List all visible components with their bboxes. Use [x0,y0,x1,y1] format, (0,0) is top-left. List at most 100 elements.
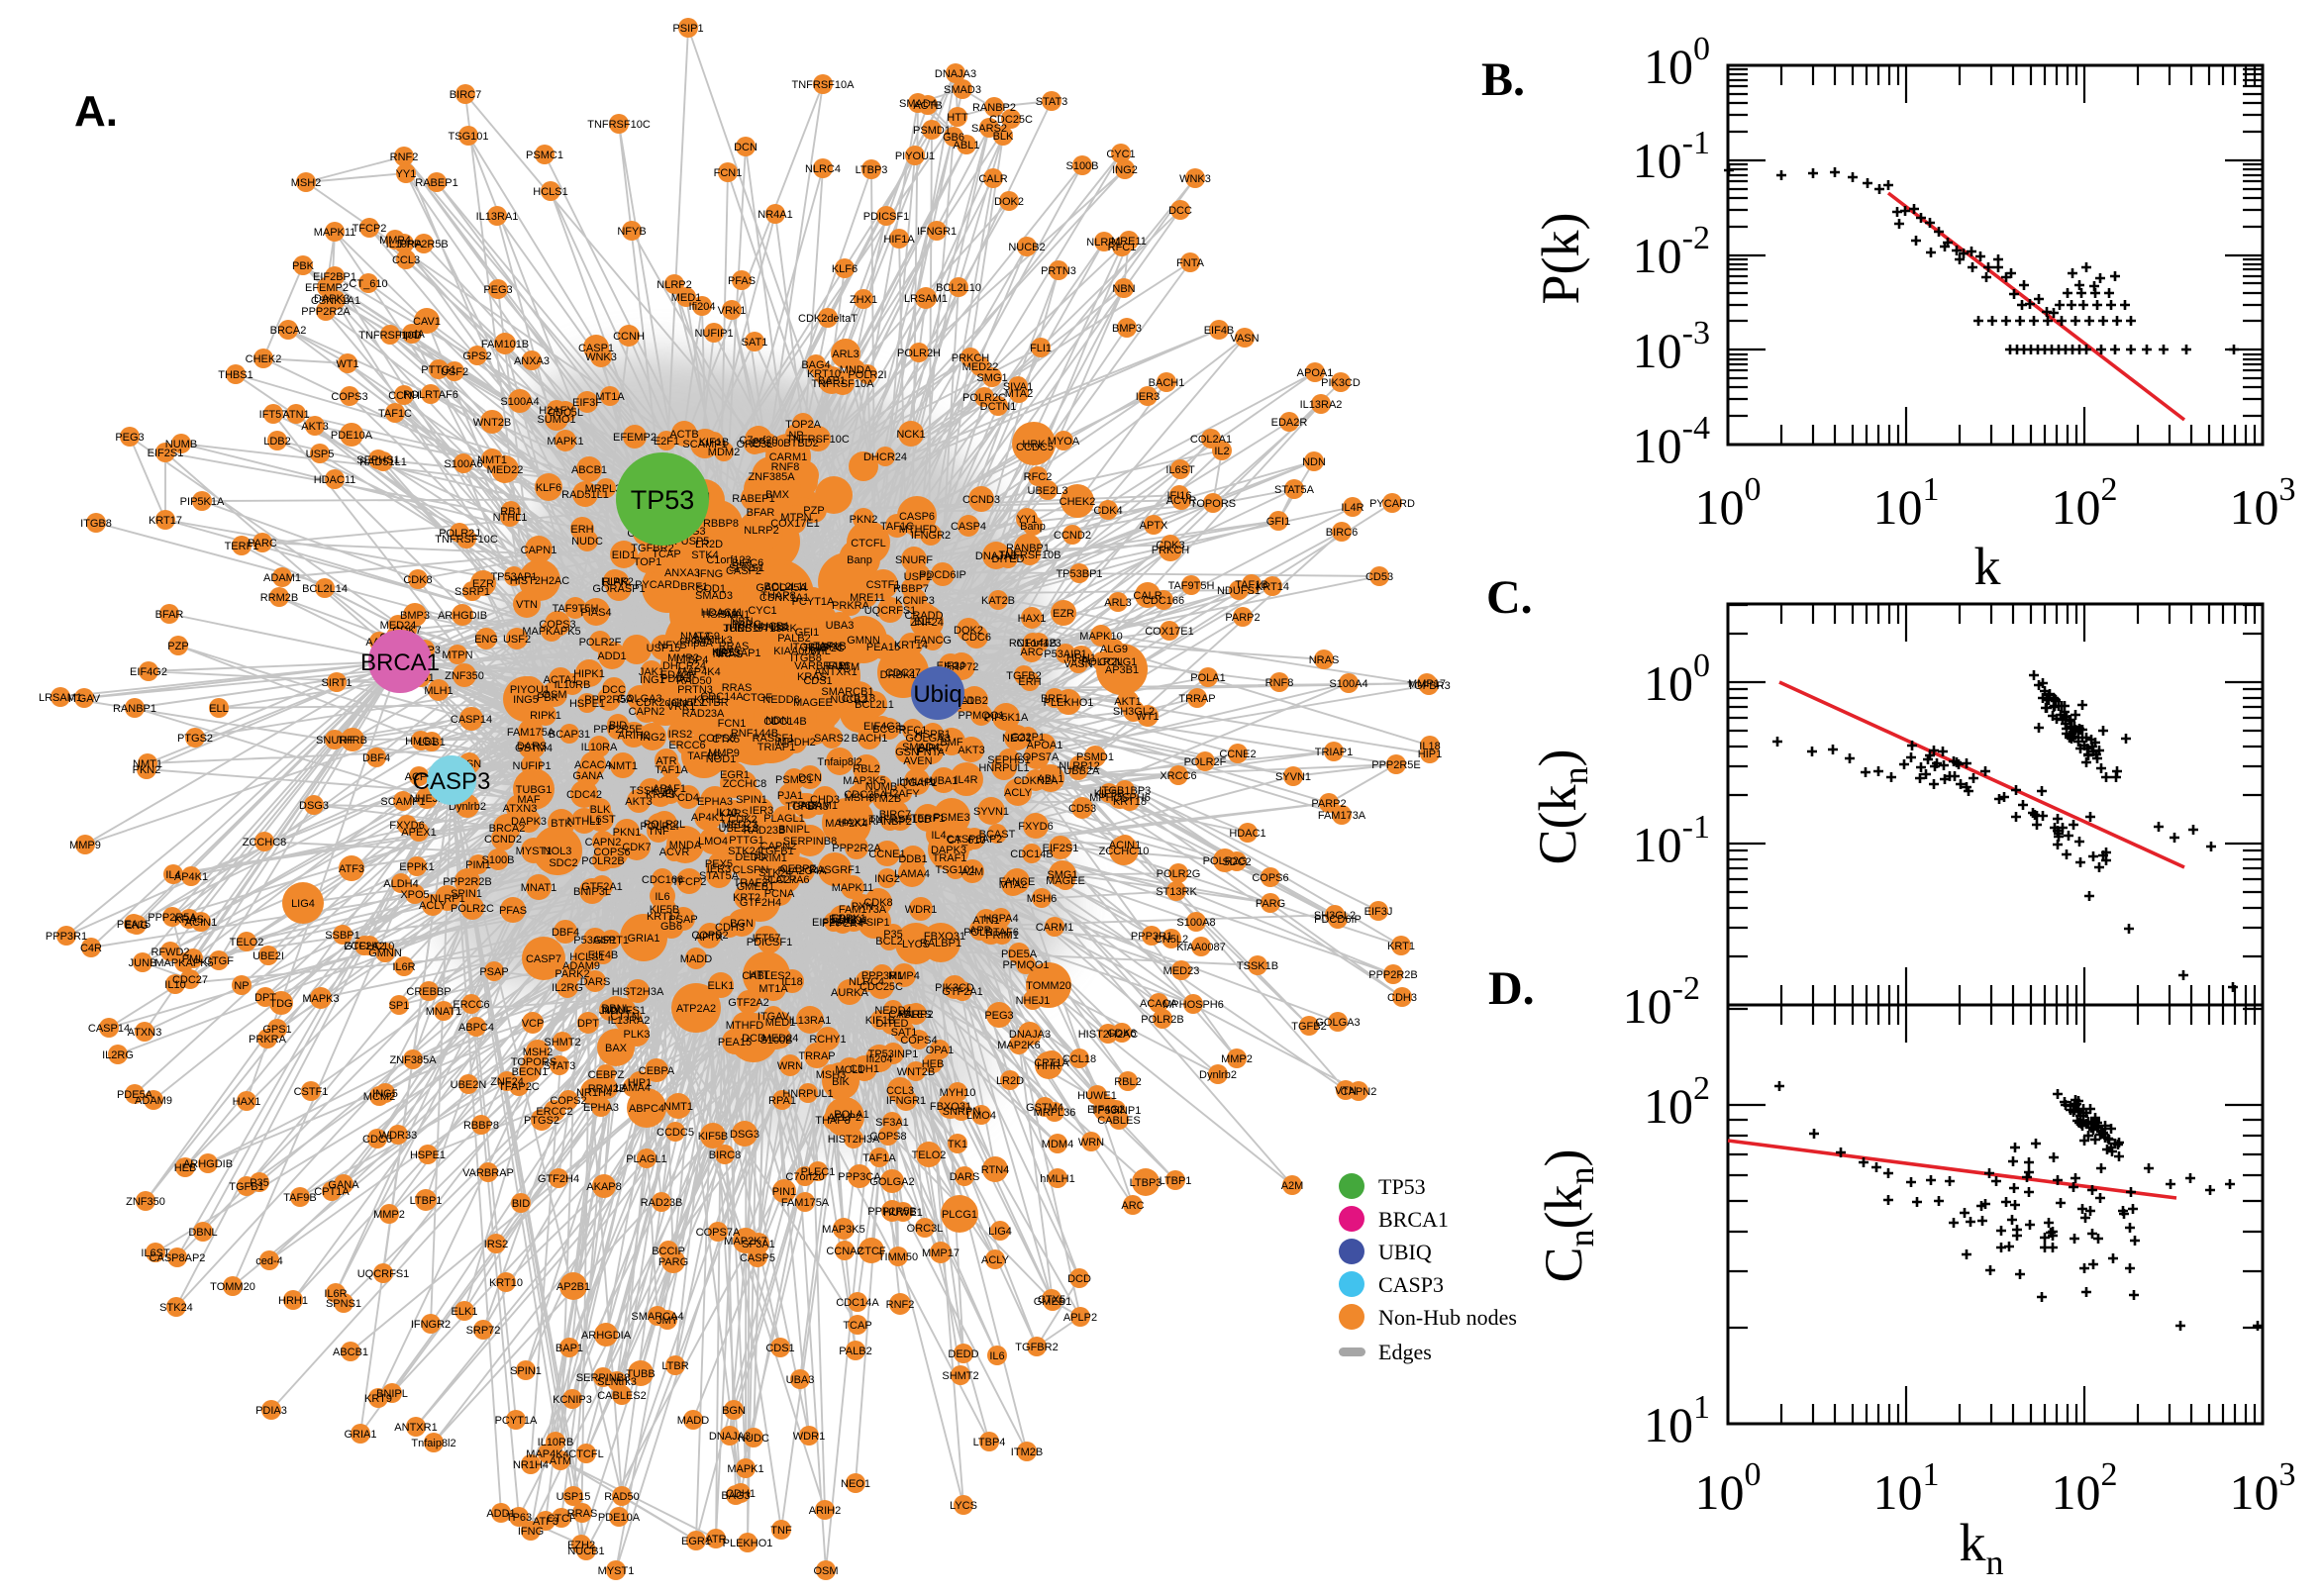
svg-text:PSMC1: PSMC1 [526,150,563,161]
svg-text:GTF2A2: GTF2A2 [728,997,769,1009]
svg-text:NOL3: NOL3 [544,846,572,857]
svg-text:TNF: TNF [648,826,669,838]
svg-text:NTHL1: NTHL1 [493,512,528,524]
svg-text:ABL1: ABL1 [954,140,980,151]
svg-text:HHR: HHR [1037,1060,1060,1072]
svg-text:MAPK1: MAPK1 [727,1463,763,1475]
svg-text:NR4A1: NR4A1 [758,209,792,221]
svg-text:DSG3: DSG3 [730,1129,759,1141]
svg-text:EGR1: EGR1 [720,769,750,781]
svg-text:SLC27A6: SLC27A6 [762,874,809,886]
svg-text:KRT14: KRT14 [1256,581,1289,593]
svg-text:AKT1: AKT1 [1114,696,1142,708]
svg-text:LIG4: LIG4 [988,1226,1012,1238]
svg-text:FCN1: FCN1 [714,167,743,179]
svg-text:NUCB2: NUCB2 [1008,242,1045,253]
svg-text:RRM2B: RRM2B [260,592,299,604]
svg-text:BFAR: BFAR [747,507,775,519]
svg-text:RIPK1: RIPK1 [530,710,561,722]
svg-text:BRF1: BRF1 [1041,693,1068,705]
svg-text:ELL: ELL [209,703,229,715]
svg-text:TSSK1B: TSSK1B [1237,960,1278,972]
svg-text:USF2: USF2 [441,366,468,378]
svg-text:DARS: DARS [517,741,548,752]
svg-text:MMP2: MMP2 [373,1209,405,1221]
svg-text:MAP3K5: MAP3K5 [822,1224,864,1236]
svg-text:P53AIP1: P53AIP1 [1044,648,1086,660]
svg-text:BGN: BGN [730,918,754,930]
svg-text:ARL3: ARL3 [1104,597,1132,609]
svg-text:UBE2N: UBE2N [451,1079,487,1091]
svg-text:BAP1: BAP1 [556,1343,583,1354]
svg-text:BCL2: BCL2 [875,936,903,948]
svg-text:LTBP1: LTBP1 [1160,1175,1192,1187]
svg-text:CEBPZ: CEBPZ [588,1069,625,1081]
svg-text:HUWE1: HUWE1 [1077,1090,1117,1102]
svg-text:ACACA: ACACA [1140,998,1178,1010]
svg-text:ITM2B: ITM2B [1011,1446,1043,1458]
svg-text:WNT2B: WNT2B [473,417,512,429]
svg-text:Banp: Banp [847,554,872,566]
svg-text:C4R: C4R [80,943,102,954]
svg-text:TOMM20: TOMM20 [1026,980,1071,992]
svg-text:JMY: JMY [656,1315,679,1327]
svg-text:APTX: APTX [1140,520,1168,532]
svg-text:BCL2L14: BCL2L14 [302,583,348,595]
svg-text:POLR2H: POLR2H [897,348,941,359]
svg-text:TOPORS: TOPORS [1190,498,1236,510]
svg-text:CCNE1: CCNE1 [868,848,905,860]
svg-text:EID1: EID1 [612,549,636,561]
svg-text:KCNIP3: KCNIP3 [553,1394,592,1406]
svg-text:A2M: A2M [1281,1180,1304,1192]
svg-text:CDS1: CDS1 [765,1343,794,1354]
svg-text:PLEKHO1: PLEKHO1 [723,1538,773,1549]
svg-text:HSPE1: HSPE1 [410,1149,446,1161]
svg-text:ITGAV: ITGAV [758,1011,790,1023]
svg-text:PZP: PZP [167,641,188,652]
svg-text:CASP8AP2: CASP8AP2 [150,1252,206,1264]
svg-text:KRT10: KRT10 [489,1277,523,1289]
svg-text:CHEK2: CHEK2 [1060,496,1096,508]
svg-text:BAX: BAX [605,1043,628,1054]
svg-text:LTBP4: LTBP4 [973,1437,1006,1448]
svg-text:NUFIP1: NUFIP1 [512,760,551,772]
svg-text:ADD1: ADD1 [597,650,626,662]
svg-text:Tnfaip8l2: Tnfaip8l2 [411,1438,455,1449]
svg-text:MSH3: MSH3 [816,1069,847,1081]
svg-text:CCND3: CCND3 [962,494,1000,506]
svg-text:VARBRAP: VARBRAP [462,1167,514,1179]
svg-text:MNDA: MNDA [840,364,872,376]
svg-text:TP53AP1: TP53AP1 [490,571,537,583]
svg-text:IL6: IL6 [989,1350,1004,1362]
svg-text:SNURF: SNURF [895,554,933,566]
svg-text:KLF6: KLF6 [536,482,561,494]
svg-text:CCL3: CCL3 [392,254,420,266]
svg-text:GANA: GANA [572,770,604,782]
svg-text:CDC166: CDC166 [1143,595,1184,607]
svg-text:IL13RA2: IL13RA2 [1300,399,1343,411]
svg-text:AP2B1: AP2B1 [556,1281,590,1293]
svg-text:ELK1: ELK1 [452,1306,478,1318]
svg-text:PYCARD: PYCARD [1369,498,1415,510]
svg-text:CCND2: CCND2 [484,834,522,846]
svg-text:CTCFL: CTCFL [568,1448,603,1460]
svg-text:RNF2: RNF2 [390,151,419,163]
svg-text:PPP2R2A: PPP2R2A [301,306,351,318]
svg-text:C(kn): C(kn) [1528,749,1595,865]
svg-text:PARK2: PARK2 [555,968,589,980]
svg-text:PALB2: PALB2 [839,1346,871,1357]
svg-text:CSTF1: CSTF1 [294,1086,329,1098]
svg-text:RBBP8: RBBP8 [463,1120,499,1132]
svg-text:IER3: IER3 [1136,391,1160,403]
svg-text:BCL2L10: BCL2L10 [936,282,981,294]
svg-text:COPS7A: COPS7A [696,1227,741,1239]
svg-text:TP53: TP53 [631,485,695,515]
svg-text:COPS3: COPS3 [331,391,367,403]
svg-text:PEX5: PEX5 [705,858,733,870]
svg-text:RAD23A: RAD23A [682,708,725,720]
svg-text:TIMM50: TIMM50 [878,1251,918,1263]
svg-text:EDA2R: EDA2R [1271,417,1308,429]
svg-text:AKAP8: AKAP8 [586,1181,621,1193]
svg-text:IFT57: IFT57 [753,933,781,945]
svg-text:MAPK10: MAPK10 [1079,631,1122,643]
